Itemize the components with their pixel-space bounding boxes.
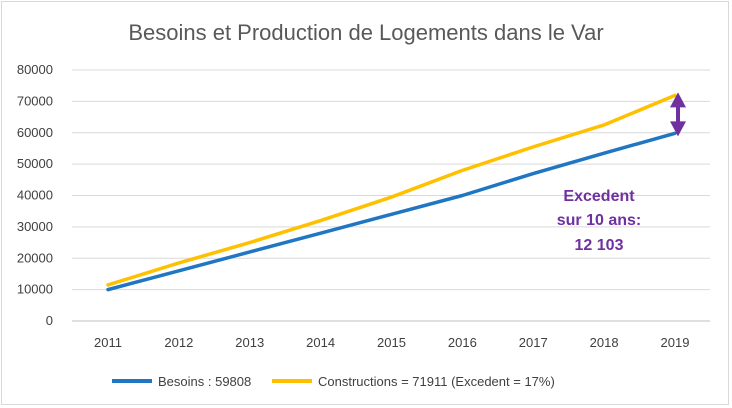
y-tick-label: 10000 (17, 282, 53, 297)
y-tick-label: 50000 (17, 156, 53, 171)
legend-label: Besoins : 59808 (158, 374, 251, 389)
x-axis-ticks: 2011 2012 2013 2014 2015 2016 2017 2018 2019 (94, 335, 689, 350)
x-tick-label: 2012 (164, 335, 193, 350)
legend-label: Constructions = 71911 (Excedent = 17%) (318, 374, 555, 389)
legend: Besoins : 59808 Constructions = 71911 (Ex… (112, 374, 555, 389)
x-tick-label: 2017 (519, 335, 548, 350)
y-tick-label: 60000 (17, 125, 53, 140)
y-tick-label: 30000 (17, 219, 53, 234)
series-line (106, 131, 677, 292)
series-line (106, 93, 677, 287)
arrow-head-up (670, 92, 686, 108)
x-tick-label: 2016 (448, 335, 477, 350)
annotation-line-1: Excedent (563, 188, 635, 205)
y-tick-label: 0 (46, 313, 53, 328)
annotation-line-2: sur 10 ans: (557, 212, 641, 229)
gridlines (72, 69, 710, 322)
x-tick-label: 2011 (94, 335, 122, 350)
x-tick-label: 2019 (661, 335, 690, 350)
annotation-line-3: 12 103 (575, 237, 624, 254)
y-axis-ticks: 0 10000 20000 30000 40000 50000 60000 70000 8000… (17, 62, 53, 328)
chart-title: Besoins et Production de Logements dans … (128, 20, 603, 45)
y-tick-label: 20000 (17, 250, 53, 265)
y-tick-label: 40000 (17, 188, 53, 203)
x-tick-label: 2015 (377, 335, 406, 350)
series-lines (106, 93, 677, 292)
x-tick-label: 2013 (235, 335, 264, 350)
y-tick-label: 80000 (17, 62, 53, 77)
y-tick-label: 70000 (17, 93, 53, 108)
arrow-head-down (670, 121, 686, 137)
x-tick-label: 2018 (590, 335, 619, 350)
excedent-arrow (670, 92, 686, 137)
x-tick-label: 2014 (306, 335, 335, 350)
